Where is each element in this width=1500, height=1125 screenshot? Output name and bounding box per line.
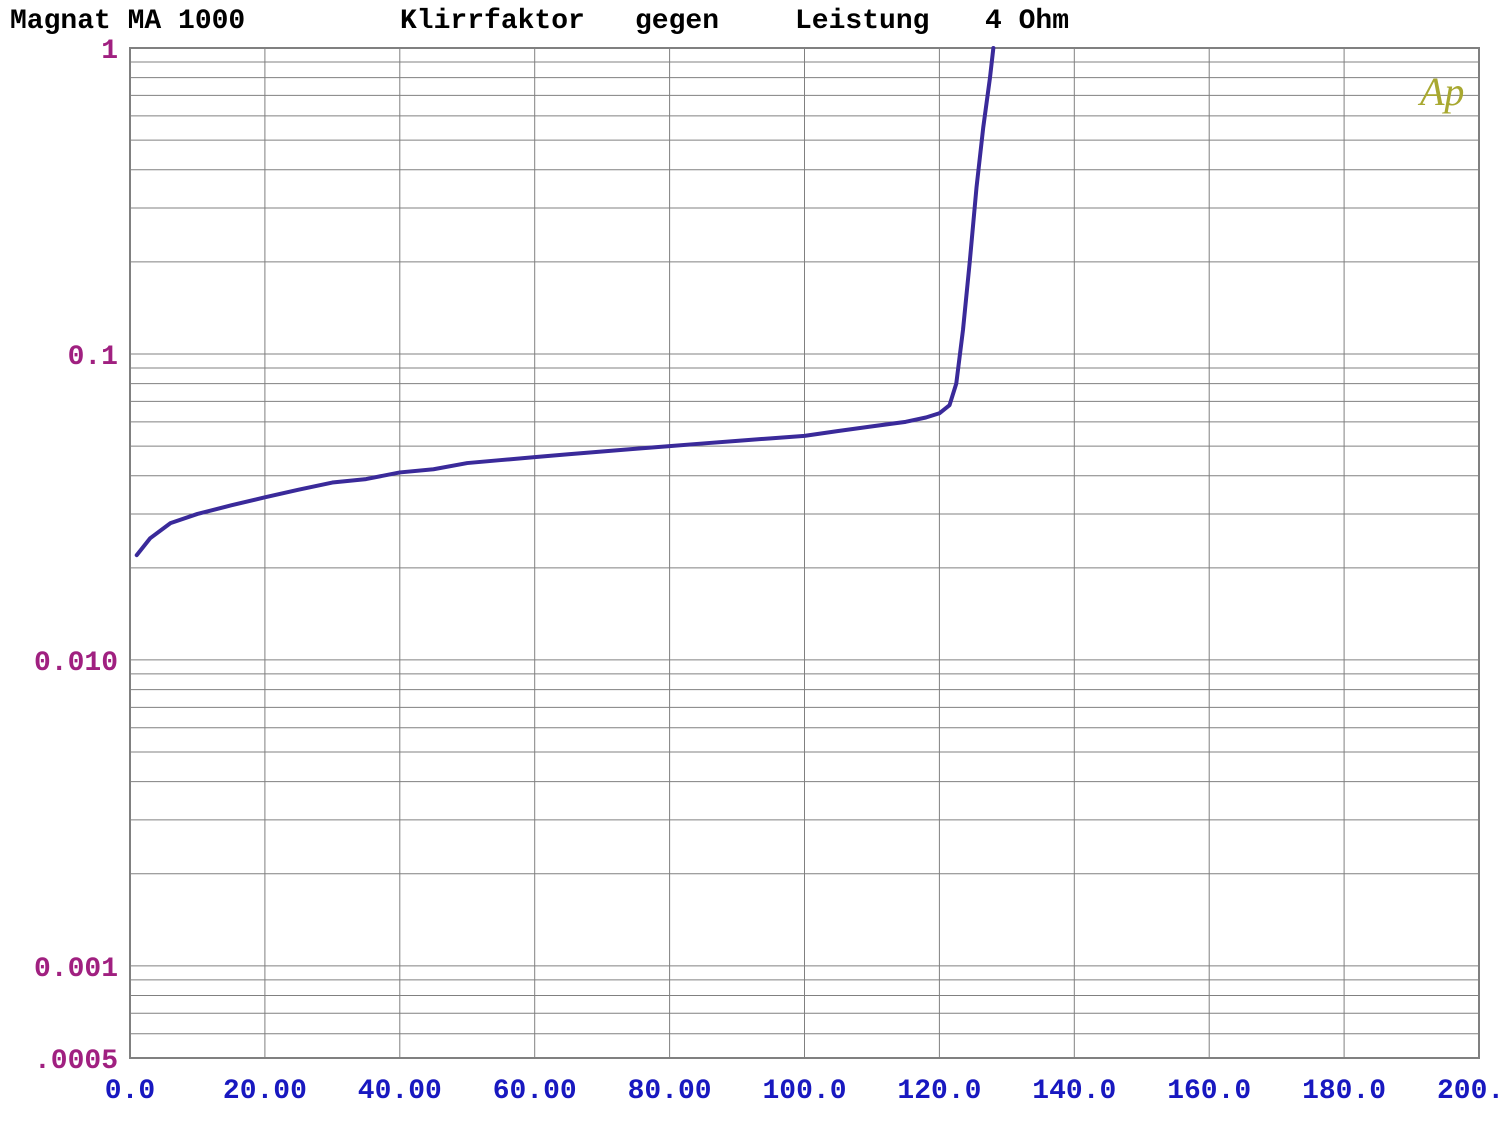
x-tick-label: 120.0 (897, 1076, 981, 1107)
x-tick-label: 0.0 (105, 1076, 155, 1107)
x-tick-label: 180.0 (1302, 1076, 1386, 1107)
chart-title-segment: 4 Ohm (985, 6, 1069, 37)
thd-chart: 1 0.1 0.010 0.001 .00050.0 20.00 40.00 60.00 80.… (0, 0, 1500, 1125)
x-tick-label: 60.00 (493, 1076, 577, 1107)
chart-title-segment: Leistung (795, 6, 929, 37)
x-tick-label: 100.0 (762, 1076, 846, 1107)
x-tick-label: 20.00 (223, 1076, 307, 1107)
y-tick-label: 0.1 (68, 342, 118, 373)
x-tick-label: 40.00 (358, 1076, 442, 1107)
y-tick-label: .0005 (34, 1046, 118, 1077)
x-tick-label: 160.0 (1167, 1076, 1251, 1107)
chart-title-segment: Klirrfaktor (400, 6, 585, 37)
chart-title-segment: gegen (635, 6, 719, 37)
x-tick-label: 80.00 (628, 1076, 712, 1107)
y-tick-label: 0.001 (34, 954, 118, 985)
chart-title-segment: Magnat MA 1000 (10, 6, 245, 37)
x-tick-label: 200.0 (1437, 1076, 1500, 1107)
watermark-ap: Ap (1417, 69, 1464, 114)
y-tick-label: 1 (101, 36, 118, 67)
chart-container: 1 0.1 0.010 0.001 .00050.0 20.00 40.00 60.00 80.… (0, 0, 1500, 1125)
x-tick-label: 140.0 (1032, 1076, 1116, 1107)
y-tick-label: 0.010 (34, 648, 118, 679)
